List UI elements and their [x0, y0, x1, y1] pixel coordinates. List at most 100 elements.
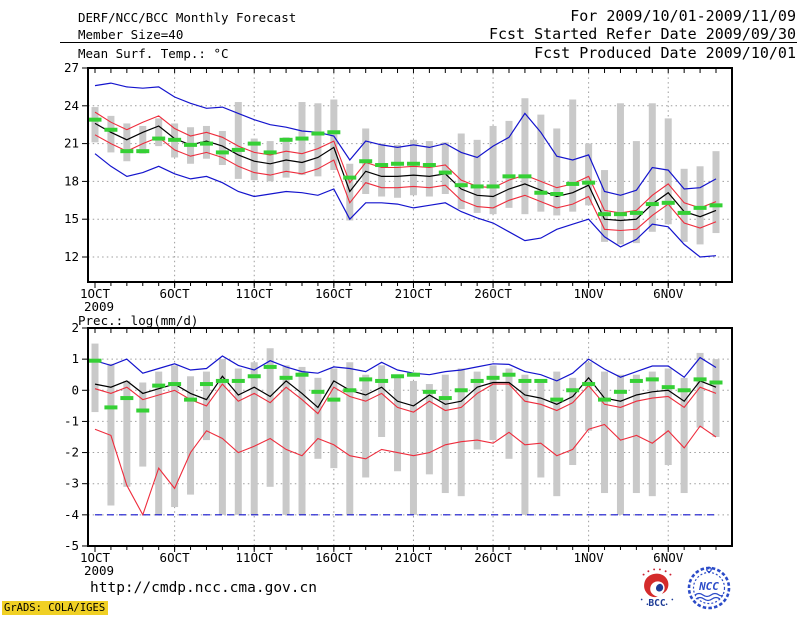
page-title: DERF/NCC/BCC Monthly Forecast	[78, 10, 297, 25]
member-spread-bar	[521, 98, 529, 215]
ncc-logo: NCC	[683, 563, 735, 613]
member-spread-bar	[680, 168, 688, 242]
member-spread-bar	[282, 365, 290, 515]
member-spread-bar	[537, 380, 545, 478]
y-tick-label: 27	[64, 60, 79, 75]
precip-chart-upper-envelope	[94, 383, 717, 415]
member-spread-bar	[139, 382, 147, 467]
member-spread-bar	[473, 139, 481, 213]
x-tick-label: 6OCT	[160, 286, 191, 301]
temp-chart-upper-envelope	[94, 111, 717, 214]
y-tick-label: 18	[64, 173, 79, 188]
member-spread-bar	[696, 352, 704, 428]
member-spread-bar	[569, 99, 577, 212]
member-spread-bar	[91, 343, 99, 413]
forecast-produced-label: Fcst Produced Date 2009/10/01	[534, 44, 796, 62]
precip-chart-ensemble-max	[94, 355, 717, 382]
member-spread-bar	[425, 384, 433, 475]
member-spread-bar	[712, 151, 720, 234]
member-spread-bar	[107, 363, 115, 506]
x-tick-label: 1NOV	[574, 286, 605, 301]
member-spread-bar	[553, 371, 561, 497]
header-divider	[60, 42, 797, 43]
member-spread-bar	[553, 128, 561, 216]
y-tick-label: 24	[64, 98, 79, 113]
member-spread-bar	[330, 368, 338, 469]
member-spread-bar	[250, 362, 258, 515]
member-spread-bar	[362, 374, 370, 478]
member-spread-bar	[537, 114, 545, 212]
member-spread-bar	[601, 170, 609, 242]
precip-chart-title: Prec.: log(mm/d)	[78, 313, 199, 328]
member-spread-bar	[298, 366, 306, 515]
bcc-logo: BCC	[634, 565, 680, 611]
x-tick-label: 1OCT	[80, 286, 111, 301]
x-axis-year-label: 2009	[84, 299, 114, 314]
member-spread-bar	[266, 348, 274, 487]
member-spread-bar	[314, 103, 322, 177]
member-spread-bar	[155, 371, 163, 515]
y-tick-label: 15	[64, 211, 79, 226]
member-spread-bar	[441, 374, 449, 494]
x-tick-label: 21OCT	[395, 286, 433, 301]
member-spread-bar	[314, 377, 322, 459]
member-spread-bar	[409, 139, 417, 196]
member-spread-bar	[457, 368, 465, 497]
temp-chart-spread-bars	[91, 98, 720, 245]
member-spread-bar	[123, 380, 131, 487]
ncc-logo-label: NCC	[698, 580, 719, 593]
forecast-range-label: For 2009/10/01-2009/11/09	[570, 7, 796, 25]
temp-chart-ensemble-mean	[94, 122, 717, 222]
source-url: http://cmdp.ncc.cma.gov.cn	[90, 580, 317, 596]
member-spread-bar	[378, 365, 386, 437]
precip-chart-lower-envelope	[94, 423, 717, 517]
x-tick-label: 16OCT	[315, 550, 353, 565]
bcc-swirl-icon	[644, 573, 669, 598]
member-spread-bar	[648, 371, 656, 497]
precip-chart-ticks	[82, 327, 717, 552]
bcc-logo-graphic: BCC	[640, 568, 674, 609]
temp-chart-ensemble-max	[94, 82, 717, 196]
member-spread-bar	[569, 377, 577, 466]
member-spread-bar	[616, 374, 624, 515]
precip-chart-frame	[87, 327, 733, 547]
member-spread-bar	[282, 137, 290, 178]
temp-chart-gridlines	[88, 68, 732, 282]
x-tick-label: 16OCT	[315, 286, 353, 301]
ncc-logo-graphic: NCC	[687, 566, 731, 610]
member-spread-bar	[187, 376, 195, 495]
member-spread-bar	[664, 118, 672, 225]
member-spread-bar	[139, 125, 147, 154]
x-tick-label: 11OCT	[235, 550, 273, 565]
grads-credit-stamp: GrADS: COLA/IGES	[2, 601, 109, 615]
precip-chart-observation	[88, 358, 723, 413]
x-tick-label: 26OCT	[474, 286, 512, 301]
member-spread-bar	[394, 144, 402, 198]
member-spread-bar	[234, 368, 242, 515]
member-spread-bar	[218, 359, 226, 515]
bcc-logo-char-dots	[640, 568, 674, 606]
member-spread-bar	[378, 143, 386, 197]
member-spread-bar	[696, 166, 704, 245]
member-spread-bar	[250, 138, 258, 181]
x-tick-label: 6NOV	[653, 550, 684, 565]
member-spread-bar	[664, 368, 672, 466]
member-spread-bar	[91, 107, 99, 143]
temp-chart-lower-envelope	[94, 134, 717, 232]
member-spread-bar	[616, 103, 624, 245]
member-spread-bar	[218, 131, 226, 166]
member-spread-bar	[330, 99, 338, 171]
member-spread-bar	[394, 374, 402, 472]
member-spread-bar	[505, 368, 513, 459]
y-tick-label: -1	[64, 413, 79, 428]
y-tick-label: 12	[64, 249, 79, 264]
temp-chart-ensemble-min	[94, 153, 717, 258]
member-spread-bar	[409, 380, 417, 515]
y-tick-label: 2	[71, 320, 79, 335]
y-tick-label: 0	[71, 382, 79, 397]
member-spread-bar	[632, 141, 640, 244]
member-spread-bar	[680, 377, 688, 494]
member-spread-bar	[457, 133, 465, 210]
